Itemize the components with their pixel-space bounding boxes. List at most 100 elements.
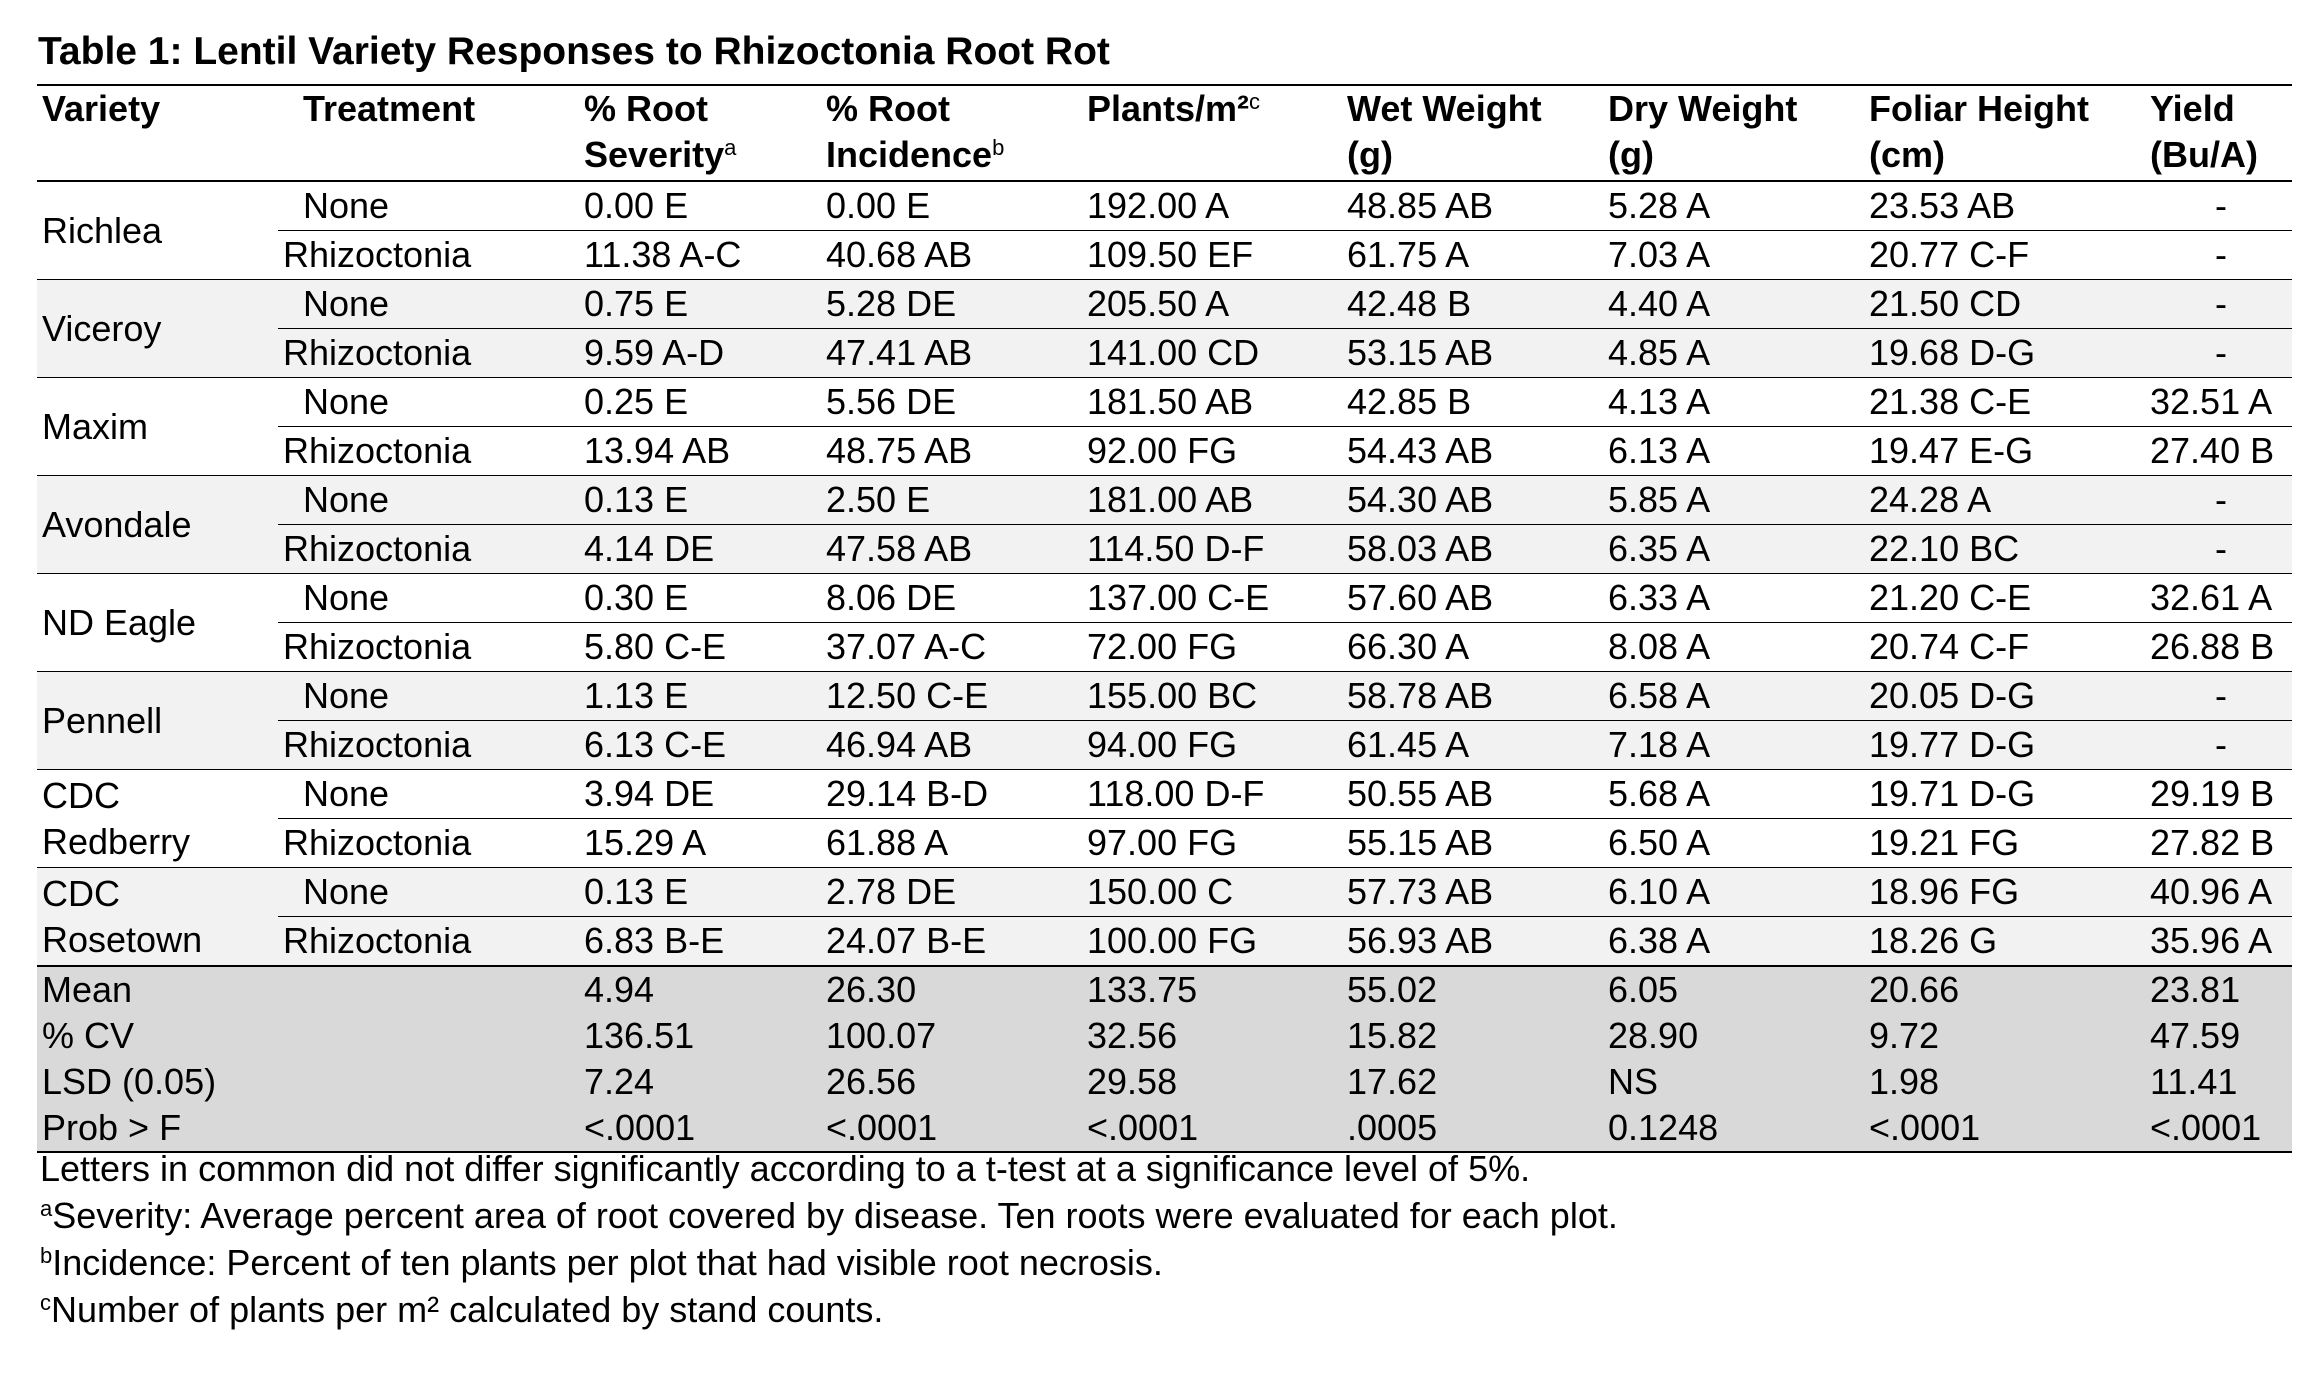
stat-value: 4.94 — [559, 965, 801, 1013]
stat-value: 9.72 — [1844, 1013, 2125, 1059]
stat-row: Mean 4.94 26.30 133.75 55.02 6.05 20.66 23.81 — [37, 965, 2292, 1013]
data-row: Richlea None 0.00 E 0.00 E 192.00 A 48.85 AB 5… — [37, 181, 2292, 280]
value-cell: 24.28 A — [1844, 475, 2125, 525]
value-cell: 5.28 A — [1583, 181, 1844, 231]
stat-label: Mean — [37, 965, 278, 1013]
stat-label: LSD (0.05) — [37, 1059, 278, 1105]
stat-value: 0.1248 — [1583, 1105, 1844, 1153]
value-cell: 5.80 C-E — [559, 622, 801, 672]
treatment-cell: Rhizoctonia — [278, 524, 559, 574]
value-cell: 118.00 D-F — [1062, 769, 1322, 819]
stat-value: 100.07 — [801, 1013, 1062, 1059]
treatment-cell: None — [278, 475, 559, 525]
stat-value: .0005 — [1322, 1105, 1583, 1153]
column-header: Foliar Height (cm) — [1844, 85, 2125, 181]
empty-cell — [278, 1013, 559, 1059]
value-cell: 21.50 CD — [1844, 279, 2125, 329]
treatment-cell: None — [278, 867, 559, 917]
data-row: CDC Redberry None 3.94 DE 29.14 B-D 118.00 D… — [37, 769, 2292, 868]
variety-cell: Richlea — [37, 181, 278, 280]
treatment-cell: Rhizoctonia — [278, 328, 559, 378]
value-cell: 55.15 AB — [1322, 818, 1583, 868]
value-cell: 6.83 B-E — [559, 916, 801, 967]
column-header: Dry Weight (g) — [1583, 85, 1844, 181]
value-cell: 40.96 A — [2125, 867, 2292, 917]
value-cell: 35.96 A — [2125, 916, 2292, 967]
value-cell: 155.00 BC — [1062, 671, 1322, 721]
data-row: Pennell None 1.13 E 12.50 C-E 155.00 BC 58.78… — [37, 671, 2292, 770]
stat-value: 6.05 — [1583, 965, 1844, 1013]
treatment-cell: Rhizoctonia — [278, 720, 559, 770]
value-cell: 11.38 A-C — [559, 230, 801, 280]
variety-cell: Pennell — [37, 671, 278, 770]
value-cell: 42.85 B — [1322, 377, 1583, 427]
variety-name: Viceroy — [42, 307, 162, 349]
value-cell: 94.00 FG — [1062, 720, 1322, 770]
value-cell: 6.38 A — [1583, 916, 1844, 967]
column-header: Variety — [37, 85, 278, 181]
data-row: Rhizoctonia 6.13 C-E 46.94 AB 94.00 FG 61.45… — [37, 720, 2292, 770]
footnotes: Letters in common did not differ signifi… — [40, 1145, 1618, 1333]
value-cell: 66.30 A — [1322, 622, 1583, 672]
footnote: aSeverity: Average percent area of root … — [40, 1192, 1618, 1239]
value-cell: 20.74 C-F — [1844, 622, 2125, 672]
value-cell: 192.00 A — [1062, 181, 1322, 231]
value-cell: 22.10 BC — [1844, 524, 2125, 574]
value-cell: 19.77 D-G — [1844, 720, 2125, 770]
stat-value: 28.90 — [1583, 1013, 1844, 1059]
footnote: bIncidence: Percent of ten plants per pl… — [40, 1239, 1618, 1286]
treatment-cell: None — [278, 279, 559, 329]
column-header: % Root Incidenceb — [801, 85, 1062, 181]
stat-value: 32.56 — [1062, 1013, 1322, 1059]
data-row: Rhizoctonia 5.80 C-E 37.07 A-C 72.00 FG 66.3… — [37, 622, 2292, 672]
value-cell: 181.00 AB — [1062, 475, 1322, 525]
results-table: Variety Treatment% Root Severitya% Root I… — [37, 84, 2292, 1153]
value-cell: 0.75 E — [559, 279, 801, 329]
value-cell: 26.88 B — [2125, 622, 2292, 672]
footnote-text: Severity: Average percent area of root c… — [52, 1195, 1618, 1236]
value-cell: 53.15 AB — [1322, 328, 1583, 378]
value-cell: 32.51 A — [2125, 377, 2292, 427]
data-row: ND Eagle None 0.30 E 8.06 DE 137.00 C-E 57.60… — [37, 573, 2292, 672]
value-cell: 0.13 E — [559, 475, 801, 525]
empty-cell — [278, 965, 559, 1013]
stat-value: 26.56 — [801, 1059, 1062, 1105]
value-cell: 141.00 CD — [1062, 328, 1322, 378]
header-text: Plants/m² — [1087, 88, 1250, 129]
data-row: Rhizoctonia 4.14 DE 47.58 AB 114.50 D-F 58.0… — [37, 524, 2292, 574]
value-cell: 32.61 A — [2125, 573, 2292, 623]
data-row: Rhizoctonia 6.83 B-E 24.07 B-E 100.00 FG 56.… — [37, 916, 2292, 967]
value-cell: - — [2125, 230, 2292, 280]
value-cell: 6.58 A — [1583, 671, 1844, 721]
value-cell: 0.00 E — [801, 181, 1062, 231]
value-cell: 18.26 G — [1844, 916, 2125, 967]
value-cell: 58.03 AB — [1322, 524, 1583, 574]
value-cell: 29.14 B-D — [801, 769, 1062, 819]
footnote-marker: a — [40, 1196, 53, 1221]
value-cell: 2.50 E — [801, 475, 1062, 525]
value-cell: 20.77 C-F — [1844, 230, 2125, 280]
value-cell: 0.30 E — [559, 573, 801, 623]
value-cell: 9.59 A-D — [559, 328, 801, 378]
variety-cell: CDC Redberry — [37, 769, 278, 868]
value-cell: 54.43 AB — [1322, 426, 1583, 476]
value-cell: 100.00 FG — [1062, 916, 1322, 967]
header-text: Foliar Height (cm) — [1869, 88, 2090, 175]
value-cell: 0.13 E — [559, 867, 801, 917]
data-row: Rhizoctonia 11.38 A-C 40.68 AB 109.50 EF 61.… — [37, 230, 2292, 280]
value-cell: 4.85 A — [1583, 328, 1844, 378]
stat-label: Prob > F — [37, 1105, 278, 1153]
stat-value: 136.51 — [559, 1013, 801, 1059]
stat-row: % CV 136.51 100.07 32.56 15.82 28.90 9.72 47.59 — [37, 1013, 2292, 1059]
stat-value: 47.59 — [2125, 1013, 2292, 1059]
footnote-marker: c — [40, 1290, 51, 1315]
treatment-cell: None — [278, 377, 559, 427]
value-cell: 72.00 FG — [1062, 622, 1322, 672]
footnote-text: Incidence: Percent of ten plants per plo… — [52, 1242, 1163, 1283]
value-cell: 23.53 AB — [1844, 181, 2125, 231]
variety-name: Richlea — [42, 209, 163, 251]
value-cell: 19.68 D-G — [1844, 328, 2125, 378]
variety-cell: Viceroy — [37, 279, 278, 378]
value-cell: 19.21 FG — [1844, 818, 2125, 868]
value-cell: 61.75 A — [1322, 230, 1583, 280]
